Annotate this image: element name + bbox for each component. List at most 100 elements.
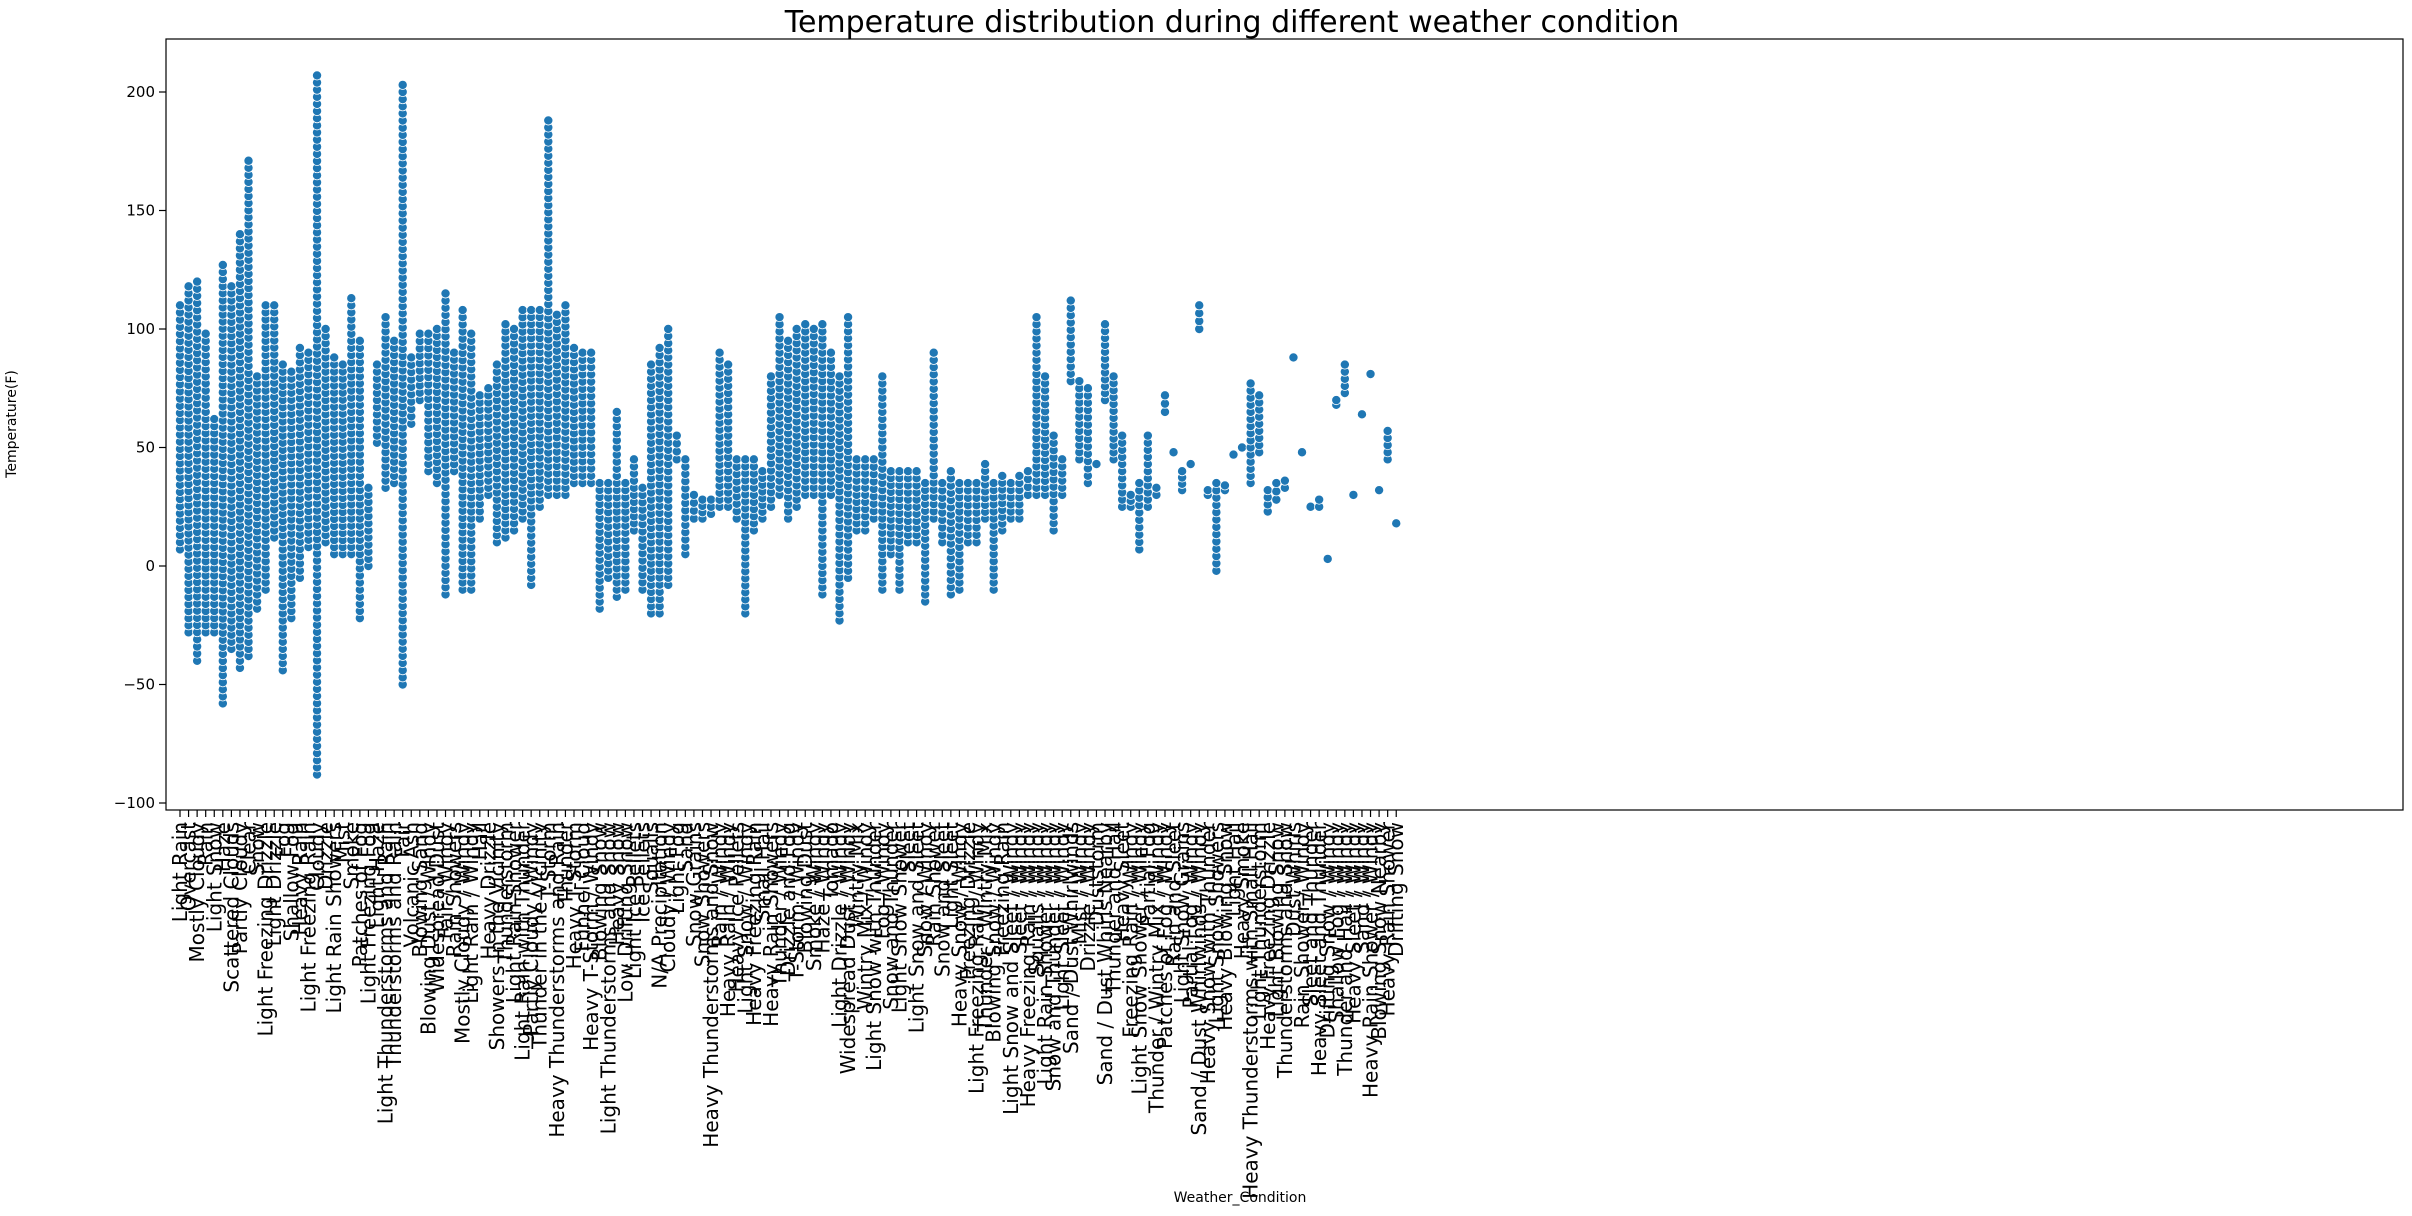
- data-point: [800, 319, 811, 330]
- category-point-group: [200, 328, 211, 638]
- category-point-group: [843, 312, 854, 583]
- data-point: [1288, 352, 1299, 363]
- data-point: [1177, 466, 1188, 477]
- category-point-group: [757, 466, 768, 524]
- data-point: [1108, 371, 1119, 382]
- category-point-group: [389, 335, 400, 489]
- data-point: [920, 478, 931, 489]
- category-point-group: [791, 323, 802, 512]
- data-point: [217, 260, 228, 271]
- data-point: [1082, 383, 1093, 394]
- data-point: [1279, 475, 1290, 486]
- data-point: [517, 305, 528, 316]
- category-point-group: [354, 335, 365, 624]
- data-point: [808, 323, 819, 334]
- category-point-group: [1108, 371, 1119, 465]
- data-point: [654, 342, 665, 353]
- category-point-group: [731, 454, 742, 524]
- data-point: [825, 347, 836, 358]
- category-point-group: [286, 366, 297, 624]
- category-point-group: [209, 414, 220, 638]
- category-point-group: [1202, 485, 1213, 500]
- category-point-group: [1271, 478, 1282, 505]
- data-point: [183, 281, 194, 292]
- data-point: [1322, 553, 1333, 564]
- data-point: [988, 478, 999, 489]
- category-point-group: [885, 466, 896, 560]
- data-point: [363, 482, 374, 493]
- data-point: [371, 359, 382, 370]
- data-point: [1391, 518, 1402, 529]
- data-point: [483, 383, 494, 394]
- category-point-group: [962, 478, 973, 548]
- data-point: [414, 328, 425, 339]
- category-point-group: [1365, 369, 1376, 380]
- category-point-group: [637, 482, 648, 595]
- category-point-group: [320, 323, 331, 548]
- category-point-group: [183, 281, 194, 638]
- data-point: [174, 300, 185, 311]
- category-point-group: [1262, 485, 1273, 517]
- category-point-group: [517, 305, 528, 524]
- data-point: [277, 359, 288, 370]
- category-point-group: [491, 359, 502, 548]
- category-point-group: [1194, 300, 1205, 334]
- data-point: [714, 347, 725, 358]
- data-point: [500, 319, 511, 330]
- data-point: [791, 323, 802, 334]
- data-point: [1245, 378, 1256, 389]
- category-point-group: [543, 115, 554, 500]
- category-point-group: [834, 371, 845, 626]
- data-point: [1022, 466, 1033, 477]
- category-point-group: [808, 323, 819, 500]
- category-point-group: [534, 305, 545, 512]
- y-axis: −100 −50 0 50 100 150 200: [114, 83, 166, 812]
- data-point: [885, 466, 896, 477]
- data-point: [389, 335, 400, 346]
- data-point: [234, 229, 245, 240]
- category-point-group: [1091, 459, 1102, 470]
- category-point-group: [1048, 430, 1059, 536]
- data-point: [706, 494, 717, 505]
- data-point: [1057, 454, 1068, 465]
- data-point: [1117, 430, 1128, 441]
- category-point-group: [1322, 553, 1333, 564]
- data-point: [945, 466, 956, 477]
- category-point-group: [397, 79, 408, 690]
- data-point: [260, 300, 271, 311]
- data-point: [440, 288, 451, 299]
- category-point-group: [526, 305, 537, 590]
- data-point: [1048, 430, 1059, 441]
- category-point-group: [1040, 371, 1051, 500]
- data-point: [817, 319, 828, 330]
- data-point: [252, 371, 263, 382]
- category-point-group: [920, 478, 931, 607]
- category-point-group: [1031, 312, 1042, 500]
- data-point: [928, 347, 939, 358]
- data-point: [226, 281, 237, 292]
- category-point-group: [1168, 447, 1179, 458]
- x-tick-label: Mostly Cloudy: [185, 822, 209, 963]
- x-axis-label: Weather_Condition: [1174, 1190, 1307, 1206]
- data-point: [663, 323, 674, 334]
- data-point: [346, 293, 357, 304]
- category-point-group: [423, 328, 434, 477]
- category-point-group: [1142, 430, 1153, 512]
- data-point: [637, 482, 648, 493]
- category-point-group: [217, 260, 228, 709]
- category-point-group: [1057, 454, 1068, 500]
- y-axis-label: Temperature(F): [4, 370, 20, 479]
- category-point-group: [1348, 489, 1359, 500]
- data-point: [1331, 395, 1342, 406]
- y-tick-label: 100: [126, 320, 155, 338]
- data-point: [603, 478, 614, 489]
- category-point-group: [509, 323, 520, 536]
- category-point-group: [329, 352, 340, 560]
- category-point-group: [260, 300, 271, 595]
- data-point: [1211, 478, 1222, 489]
- category-point-group: [894, 466, 905, 595]
- data-point: [577, 347, 588, 358]
- category-point-group: [243, 155, 254, 662]
- data-point: [1065, 295, 1076, 306]
- data-point: [1091, 459, 1102, 470]
